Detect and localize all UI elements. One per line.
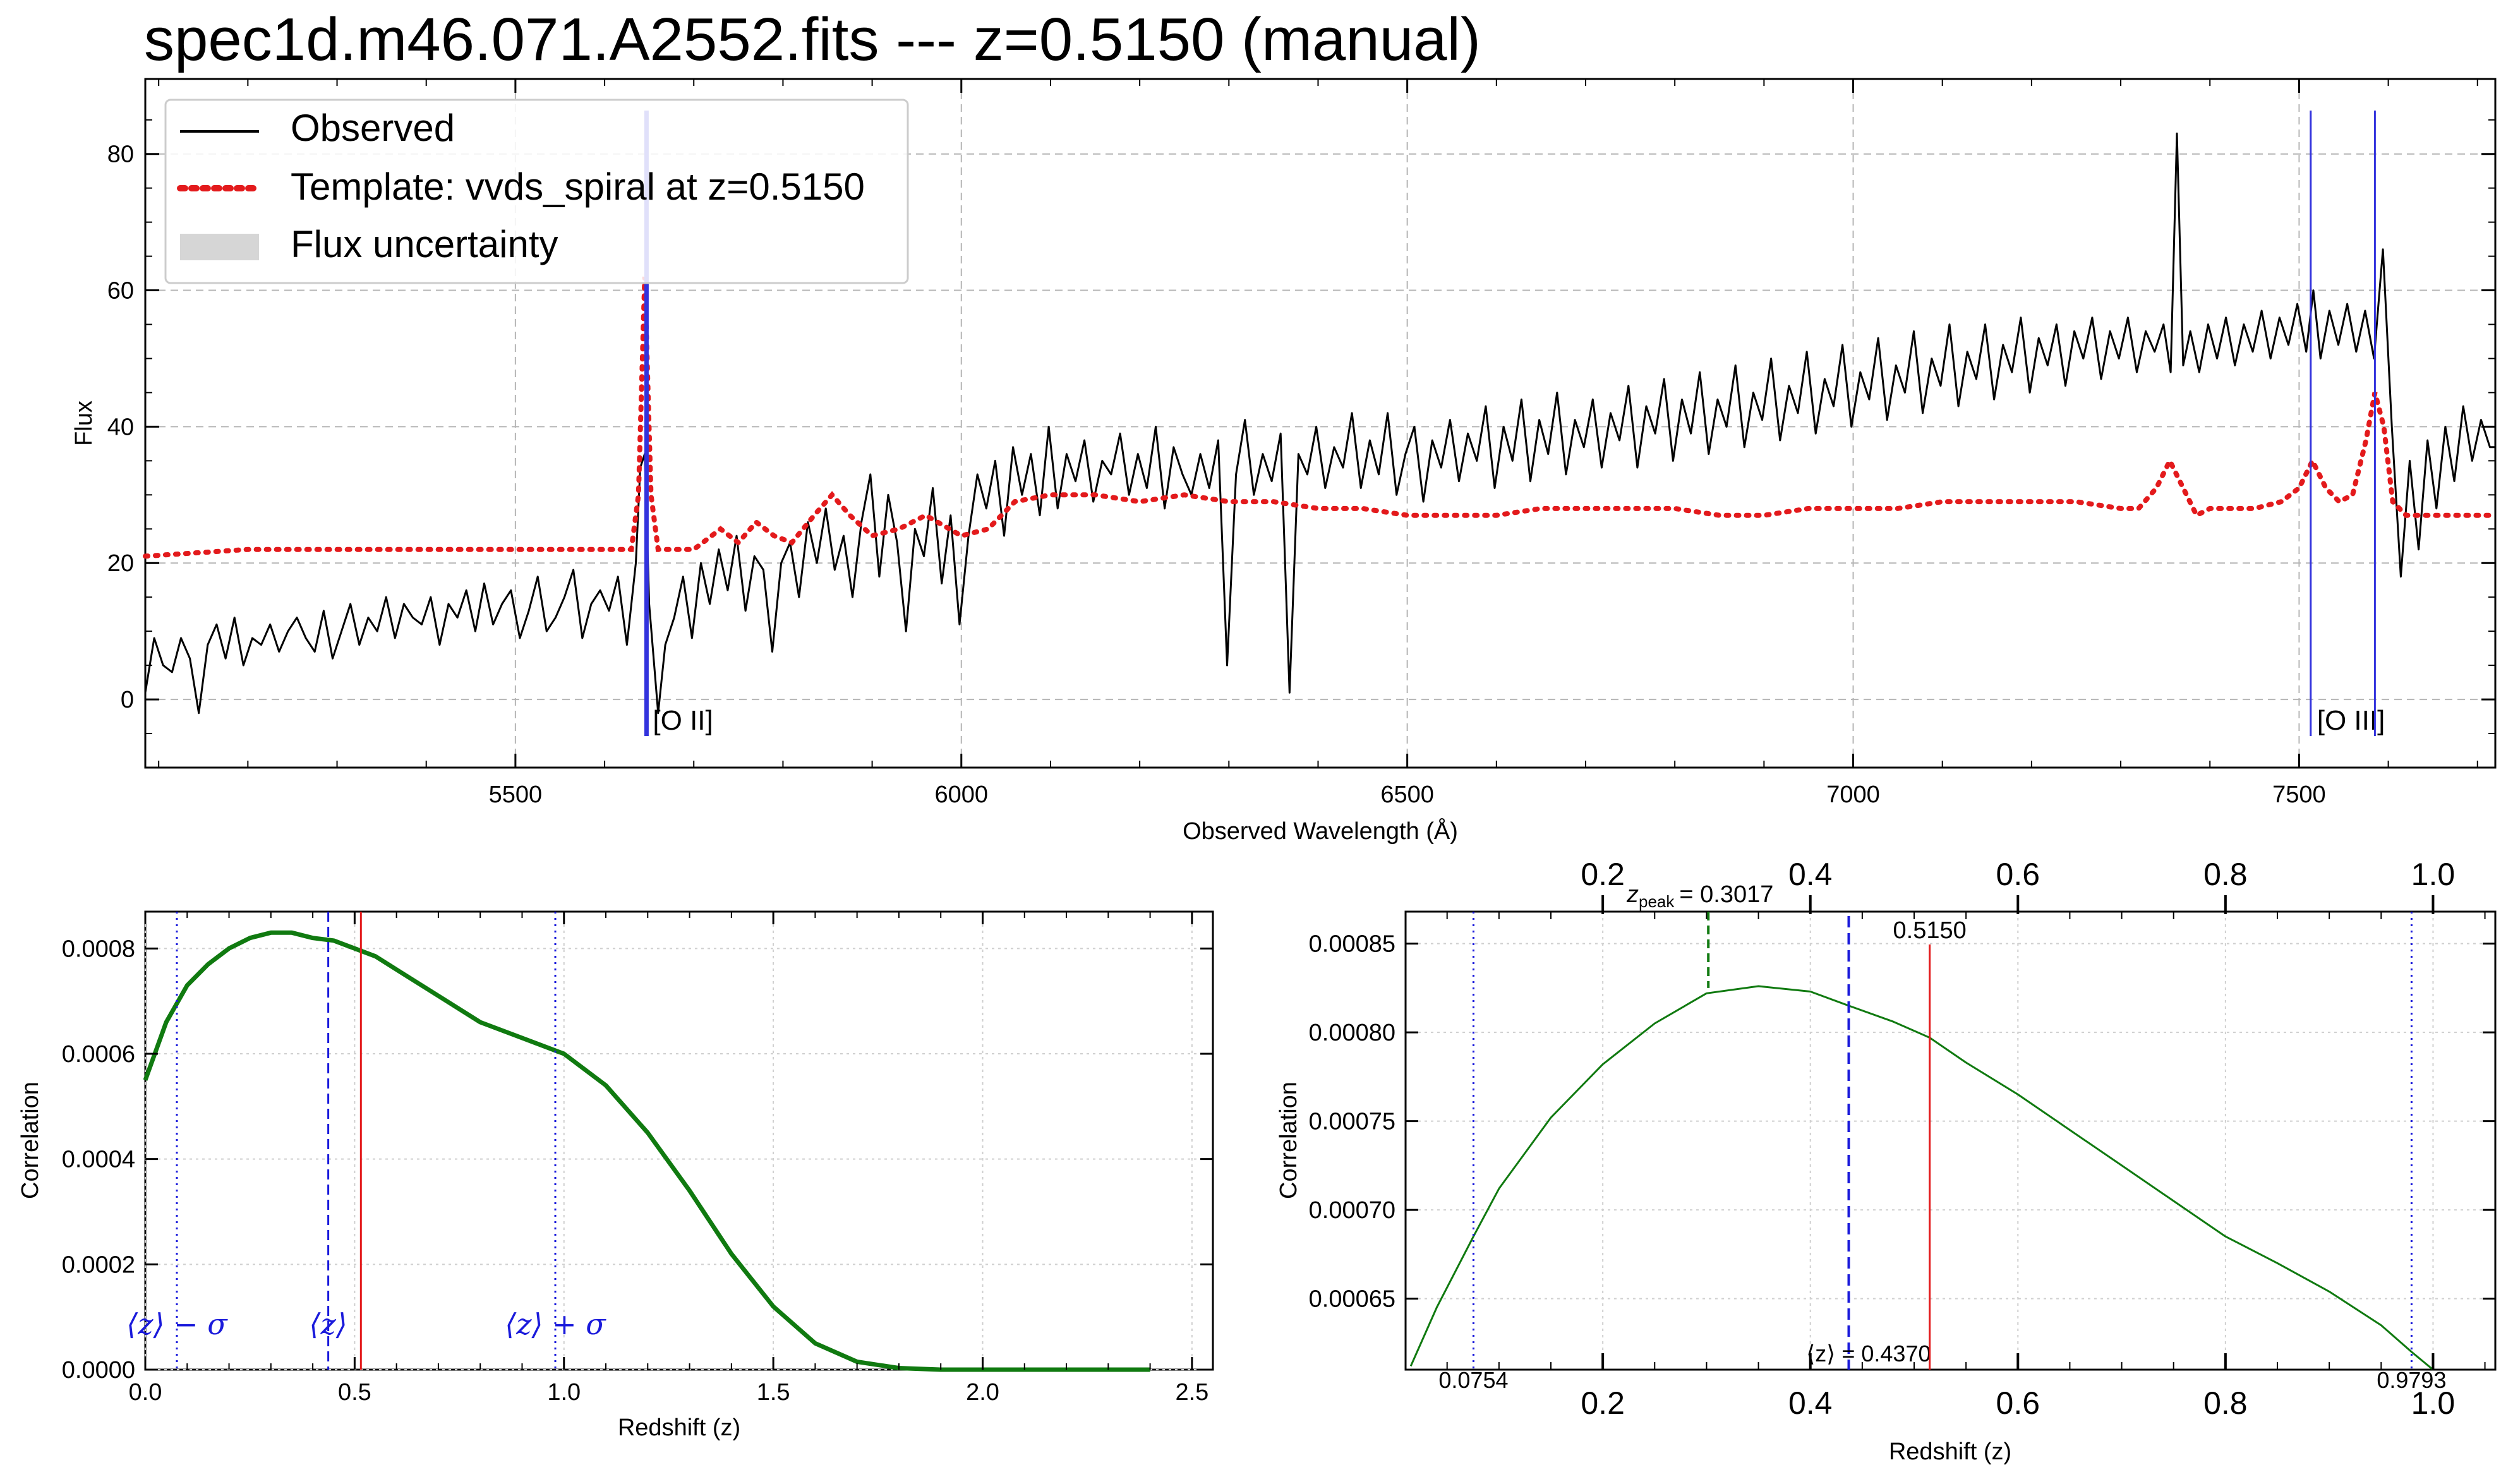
correlation-zoom-y-axis-label: Correlation [1275, 1082, 1302, 1199]
correlation-zoom-x-tick-label: 0.6 [1996, 1385, 2040, 1421]
correlation-zoom-curve [1409, 985, 2434, 1371]
spectrum-grid [145, 79, 2495, 768]
emission-line-label: [O III] [2317, 705, 2385, 736]
correlation-zoom-x-tick-label-top: 1.0 [2411, 857, 2456, 892]
correlation-zoom-x-tick-label-top: 0.2 [1581, 857, 1625, 892]
spectrum-y-tick-label: 0 [121, 687, 134, 713]
correlation-zoom-y-tick-label: 0.00075 [1309, 1109, 1395, 1135]
correlation-full-x-tick-label: 1.0 [547, 1379, 581, 1406]
spectrum-y-tick-label: 80 [107, 142, 134, 168]
spectrum-y-tick-label: 20 [107, 550, 134, 577]
correlation-full-x-tick-label: 2.0 [966, 1379, 999, 1406]
figure-title: spec1d.m46.071.A2552.fits --- z=0.5150 (… [144, 6, 1481, 73]
legend-template-label: Template: vvds_spiral at z=0.5150 [291, 166, 865, 208]
correlation-full-y-tick-label: 0.0006 [62, 1041, 135, 1068]
correlation-zoom-ticks: 0.2 0.2 0.4 0.4 0.6 0.6 0.8 0.8 1.0 1.0 0.00065 0.0… [1309, 857, 2495, 1421]
spectrum-ticks: 5500 6000 6500 7000 7500 0 20 40 60 80 [107, 79, 2495, 808]
correlation-zoom-x-tick-label: 0.4 [1788, 1385, 1833, 1421]
spectrum-x-tick-label: 6500 [1380, 781, 1434, 808]
z-mean-label: ⟨z⟩ = 0.4370 [1806, 1341, 1931, 1366]
z-manual-label: 0.5150 [1893, 917, 1967, 944]
spectrum-panel: [O II] [O III] 5500 6000 6500 7000 7500 0 20 40 6… [71, 78, 2498, 845]
observed-spectrum-line [144, 132, 2495, 715]
correlation-full-ticks: 0.0 0.5 1.0 1.5 2.0 2.5 0.0000 0.0002 0.0004 0.00… [62, 912, 1213, 1406]
correlation-full-x-tick-label: 0.5 [338, 1379, 371, 1406]
correlation-full-x-tick-label: 2.5 [1175, 1379, 1208, 1406]
correlation-zoom-y-tick-label: 0.00085 [1309, 931, 1395, 958]
spectrum-y-tick-label: 60 [107, 278, 134, 305]
legend-observed-label: Observed [291, 107, 455, 149]
spectrum-y-axis-label: Flux [71, 401, 97, 446]
correlation-full-y-tick-label: 0.0008 [62, 936, 135, 962]
correlation-zoom-y-tick-label: 0.00080 [1309, 1020, 1395, 1046]
correlation-zoom-grid [1406, 912, 2495, 1370]
correlation-full-panel: ⟨z⟩ − σ ⟨z⟩ ⟨z⟩ + σ 0.0 0.5 1.0 1.5 2.0 2.5 0.00… [17, 910, 1214, 1441]
correlation-zoom-x-tick-label-top: 0.6 [1996, 857, 2040, 892]
correlation-full-curve [143, 930, 1150, 1372]
correlation-full-marker-label: ⟨z⟩ + σ [505, 1307, 606, 1341]
correlation-zoom-panel: 0.0754 0.9793 ⟨z⟩ = 0.4370 0.5150 zpeak = 0.3… [1275, 857, 2497, 1465]
correlation-full-plot-area [144, 910, 1214, 1371]
spectrum-x-tick-label: 6000 [934, 781, 988, 808]
spectrum-series [143, 132, 2498, 715]
correlation-zoom-x-tick-label-top: 0.4 [1788, 857, 1833, 892]
correlation-full-markers: ⟨z⟩ − σ ⟨z⟩ ⟨z⟩ + σ [126, 912, 606, 1370]
correlation-full-marker-label: ⟨z⟩ [310, 1307, 347, 1341]
correlation-zoom-x-tick-label: 0.2 [1581, 1385, 1625, 1421]
z-upper-sigma-label: 0.9793 [2377, 1367, 2446, 1393]
correlation-zoom-y-tick-label: 0.00065 [1309, 1286, 1395, 1313]
correlation-full-y-tick-label: 0.0002 [62, 1252, 135, 1278]
legend-uncertainty-label: Flux uncertainty [291, 223, 558, 265]
correlation-zoom-markers: 0.0754 0.9793 ⟨z⟩ = 0.4370 0.5150 zpeak = 0.3… [1438, 881, 2446, 1393]
template-spectrum-line [143, 276, 2498, 559]
correlation-full-x-tick-label: 0.0 [129, 1379, 162, 1406]
z-lower-sigma-label: 0.0754 [1438, 1367, 1508, 1393]
correlation-full-x-axis-label: Redshift (z) [618, 1415, 740, 1441]
spectrum-plot-area [144, 78, 2497, 769]
spectrum-x-tick-label: 7500 [2272, 781, 2326, 808]
spectrum-y-tick-label: 40 [107, 414, 134, 440]
correlation-zoom-series [1409, 985, 2434, 1371]
correlation-zoom-x-tick-label: 1.0 [2411, 1385, 2456, 1421]
correlation-full-grid [145, 912, 1213, 1370]
correlation-zoom-x-tick-label-top: 0.8 [2203, 857, 2248, 892]
spectrum-legend: Observed Template: vvds_spiral at z=0.51… [164, 99, 909, 284]
emission-line-label: [O II] [653, 705, 713, 736]
spectrum-x-tick-label: 7000 [1826, 781, 1880, 808]
correlation-full-y-tick-label: 0.0000 [62, 1357, 135, 1384]
correlation-full-x-tick-label: 1.5 [757, 1379, 790, 1406]
correlation-zoom-y-tick-label: 0.00070 [1309, 1197, 1395, 1224]
z-peak-label: zpeak = 0.3017 [1626, 881, 1773, 911]
spectrum-x-axis-label: Observed Wavelength (Å) [1183, 817, 1458, 845]
correlation-zoom-plot-area [1404, 910, 2497, 1371]
legend-frame [164, 99, 909, 284]
spectrum-x-tick-label: 5500 [489, 781, 543, 808]
correlation-zoom-x-axis-label: Redshift (z) [1889, 1439, 2011, 1465]
correlation-full-series [143, 930, 1150, 1372]
correlation-full-y-tick-label: 0.0004 [62, 1147, 135, 1173]
correlation-full-marker-label: ⟨z⟩ − σ [126, 1307, 228, 1341]
correlation-full-y-axis-label: Correlation [17, 1082, 44, 1199]
legend-uncertainty-swatch [180, 234, 259, 260]
correlation-zoom-x-tick-label: 0.8 [2203, 1385, 2248, 1421]
